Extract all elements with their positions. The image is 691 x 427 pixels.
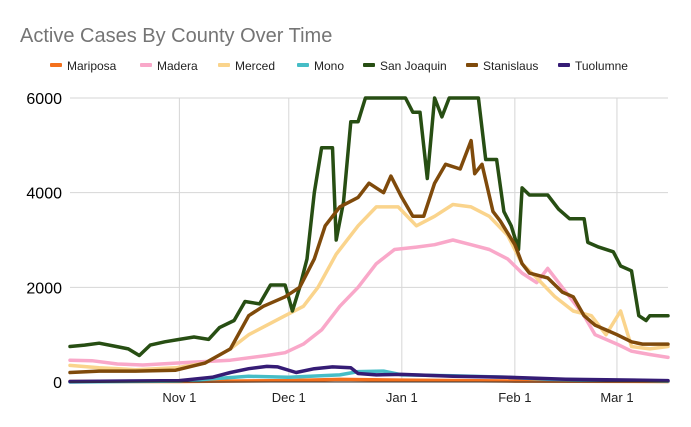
- series-line-tuolumne: [68, 364, 670, 384]
- legend-label: San Joaquin: [380, 59, 447, 73]
- series-line-san-joaquin: [68, 96, 670, 358]
- series-line-stanislaus: [68, 138, 670, 375]
- legend: Mariposa Madera Merced Mono San Joaquin Stani…: [50, 59, 628, 73]
- x-tick-label: Jan 1: [386, 390, 418, 405]
- legend-swatch: [363, 63, 375, 67]
- legend-swatch: [50, 63, 62, 67]
- y-axis-ticks: 0 2000 4000 6000: [26, 91, 62, 392]
- legend-swatch: [140, 63, 152, 67]
- x-tick-label: Nov 1: [162, 390, 196, 405]
- y-tick-label: 4000: [26, 186, 62, 203]
- y-tick-label: 6000: [26, 91, 62, 108]
- legend-label: Mariposa: [67, 59, 117, 73]
- legend-swatch: [218, 63, 230, 67]
- gridlines: [70, 97, 668, 382]
- y-tick-label: 2000: [26, 280, 62, 297]
- plot-area: [68, 96, 670, 384]
- legend-label: Madera: [157, 59, 198, 73]
- legend-label: Mono: [314, 59, 344, 73]
- chart-title: Active Cases By County Over Time: [20, 25, 332, 47]
- x-tick-label: Feb 1: [498, 390, 531, 405]
- legend-swatch: [297, 63, 309, 67]
- legend-label: Merced: [235, 59, 275, 73]
- x-tick-label: Mar 1: [600, 390, 633, 405]
- legend-swatch: [558, 63, 570, 67]
- legend-label: Stanislaus: [483, 59, 538, 73]
- legend-swatch: [466, 63, 478, 67]
- x-tick-label: Dec 1: [272, 390, 306, 405]
- legend-label: Tuolumne: [575, 59, 628, 73]
- x-axis-ticks: Nov 1 Dec 1 Jan 1 Feb 1 Mar 1: [162, 390, 633, 405]
- y-tick-label: 0: [53, 375, 62, 392]
